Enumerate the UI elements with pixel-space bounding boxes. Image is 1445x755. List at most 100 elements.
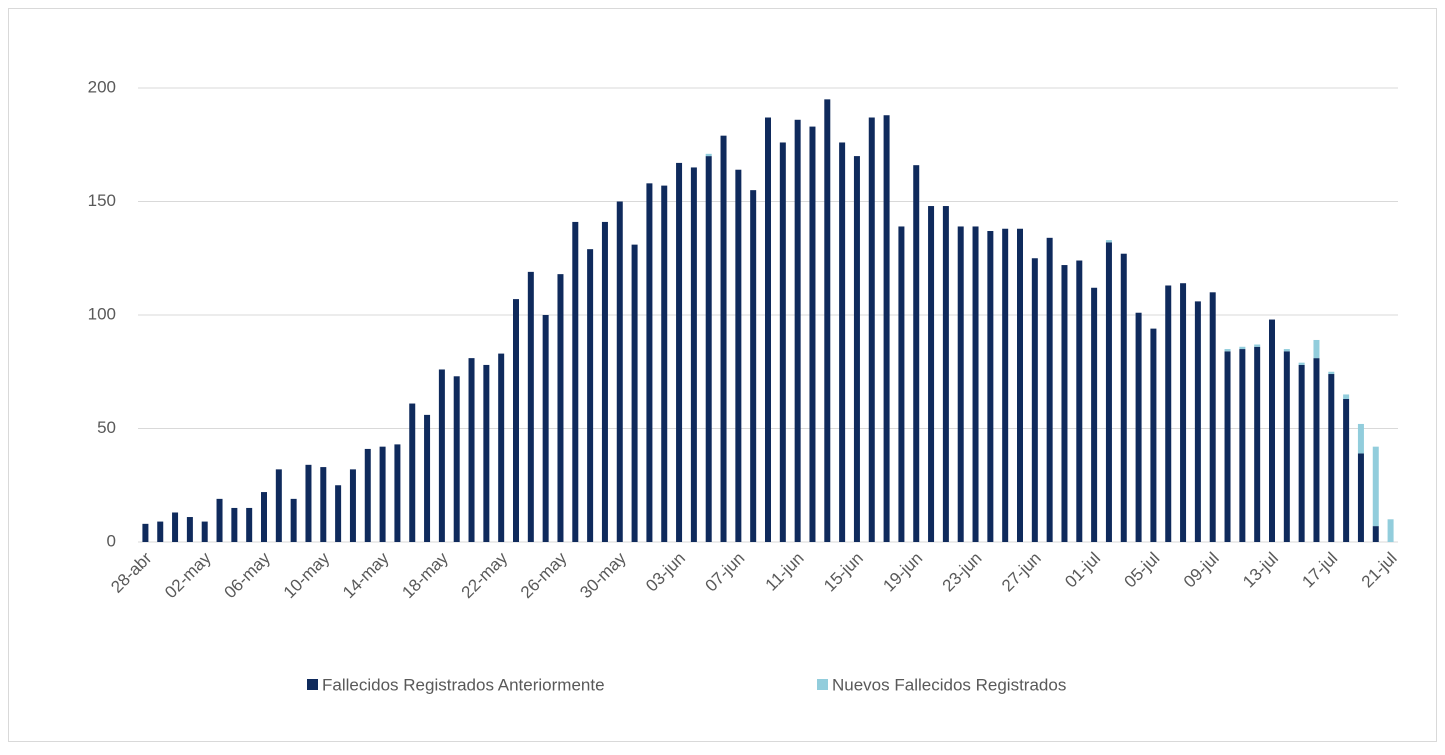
bar-segment [913, 165, 920, 542]
bar-segment [1283, 349, 1290, 352]
bar-segment [720, 135, 727, 543]
bar-segment [898, 226, 905, 542]
bar-segment [513, 299, 519, 542]
y-tick-label: 50 [97, 418, 116, 437]
legend-swatch [307, 679, 318, 690]
bar-segment [1328, 374, 1335, 542]
bar-segment [1372, 446, 1379, 527]
bar-segment [453, 376, 460, 542]
bar-segment [794, 119, 801, 542]
legend-label: Nuevos Fallecidos Registrados [832, 675, 1066, 694]
bar-segment [676, 162, 683, 542]
bar-segment [883, 115, 890, 543]
bar-segment [942, 206, 949, 543]
bar-segment [424, 414, 431, 542]
bar-segment [201, 521, 208, 542]
y-tick-label: 100 [88, 304, 116, 323]
bar-segment [705, 156, 712, 542]
y-tick-label: 150 [88, 191, 116, 210]
bar-segment [142, 523, 149, 542]
bar-segment [261, 492, 267, 542]
bar-segment [853, 156, 860, 542]
legend-swatch [817, 679, 828, 690]
bar-segment [1076, 260, 1083, 542]
bar-segment [483, 364, 490, 542]
bar-segment [1372, 526, 1379, 542]
bar-segment [868, 117, 875, 542]
bar-segment [1283, 351, 1290, 542]
bar-segment [1239, 349, 1246, 542]
bar-segment [616, 201, 623, 542]
bar-segment [1343, 398, 1350, 542]
bar-segment [572, 221, 579, 542]
bar-segment [231, 507, 238, 542]
bar-segment [587, 249, 594, 543]
bar-segment [661, 185, 668, 543]
bar-segment [394, 444, 401, 542]
bar-segment [290, 498, 297, 542]
bar-segment [928, 206, 935, 543]
bar-segment [216, 498, 223, 542]
bar-segment [1313, 339, 1320, 359]
bar-segment [409, 403, 416, 542]
bar-segment [349, 469, 356, 542]
bar-segment [157, 521, 164, 542]
bar-segment [735, 169, 742, 542]
bar-segment [527, 271, 534, 542]
bar-segment [1194, 301, 1201, 542]
bar-segment [1135, 312, 1142, 542]
bar-segment [1343, 394, 1350, 399]
bar-segment [1002, 228, 1009, 543]
y-tick-label: 200 [88, 77, 116, 96]
bar-segment [1328, 371, 1335, 375]
bar-segment [1061, 265, 1068, 542]
bar-segment [320, 467, 327, 542]
bar-segment [839, 142, 846, 543]
bar-segment [690, 167, 697, 542]
bar-segment [364, 448, 371, 542]
bar-segment [765, 117, 771, 542]
bar-segment [1357, 453, 1364, 542]
bar-segment [438, 369, 445, 542]
bar-segment [1180, 283, 1187, 542]
bar-segment [305, 464, 312, 542]
bar-segment [542, 315, 549, 542]
legend-label: Fallecidos Registrados Anteriormente [322, 675, 605, 694]
bar-segment [750, 190, 757, 542]
bar-segment [1165, 285, 1172, 542]
bar-segment [1105, 240, 1112, 243]
bar-segment [468, 358, 475, 542]
bar-segment [1017, 228, 1023, 543]
y-tick-label: 0 [107, 531, 116, 550]
bar-segment [335, 485, 342, 542]
bar-segment [809, 126, 816, 542]
bar-segment [631, 244, 638, 542]
bar-segment [1209, 292, 1216, 542]
bar-segment [1387, 519, 1394, 542]
bar-segment [275, 469, 282, 542]
bar-segment [1298, 364, 1305, 542]
bar-segment [705, 153, 712, 157]
bar-segment [1298, 362, 1305, 365]
bar-segment [957, 226, 964, 542]
bar-segment [1313, 358, 1320, 542]
bar-segment [987, 231, 994, 542]
bar-segment [1046, 237, 1053, 542]
bar-segment [498, 353, 505, 542]
bar-segment [779, 142, 786, 543]
bar-segment [972, 226, 979, 542]
bar-segment [824, 99, 831, 542]
bar-segment [1091, 287, 1098, 542]
bar-segment [601, 221, 608, 542]
bar-segment [1031, 258, 1038, 542]
bar-segment [1357, 423, 1364, 454]
bar-segment [1224, 349, 1231, 352]
bar-segment [1120, 253, 1127, 542]
bar-segment [1254, 344, 1261, 347]
bar-segment [1254, 346, 1261, 542]
bar-segment [1269, 319, 1275, 542]
bar-segment [557, 274, 564, 542]
bar-segment [186, 517, 193, 542]
